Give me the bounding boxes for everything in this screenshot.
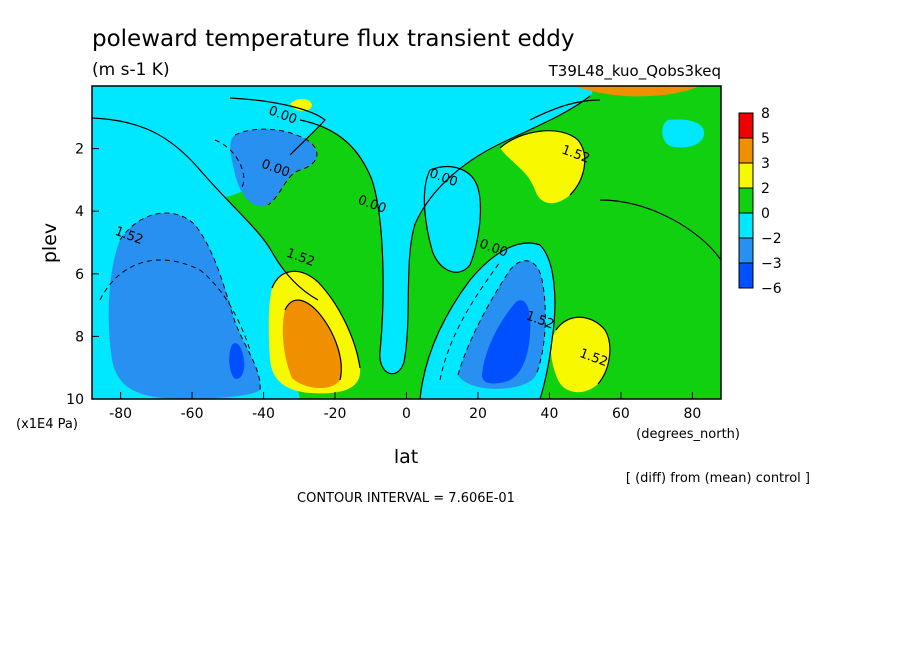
contour-line (555, 316, 611, 385)
region-neg-south-top (92, 86, 325, 245)
contour-interval: CONTOUR INTERVAL = 7.606E-01 (297, 491, 515, 506)
y-tick-label: 2 (75, 142, 84, 158)
colorbar-legend: 8 5 3 2 0 −2 −3 −6 (738, 106, 782, 297)
contour-line (271, 270, 361, 369)
y-axis: 2 4 6 8 10 (66, 142, 99, 408)
region-pos3-top (575, 86, 700, 97)
region-neg2-south (108, 213, 261, 399)
run-name: T39L48_kuo_Qobs3keq (548, 62, 721, 81)
region-neg2-south-top (230, 129, 317, 207)
contour-line (529, 99, 601, 121)
legend-level-label: 8 (761, 106, 770, 122)
x-axis-units: (degrees_north) (636, 427, 740, 442)
y-tick-label: 4 (75, 204, 84, 220)
legend-level-label: −6 (761, 281, 782, 297)
contour-line (423, 166, 481, 273)
x-tick-label: 0 (402, 406, 411, 422)
contour-line (229, 97, 326, 156)
region-neg-upper (92, 86, 593, 374)
contour-line-dashed (99, 259, 251, 351)
x-tick-label: -20 (324, 406, 347, 422)
contour-line (92, 117, 319, 301)
contour-line-dashed (457, 260, 546, 376)
contour-line-dashed (214, 139, 245, 191)
contour-line (299, 95, 591, 375)
contour-lines (92, 95, 721, 399)
region-neg3-north (482, 300, 531, 384)
legend-level-label: 0 (761, 206, 770, 222)
x-tick-label: 40 (541, 406, 559, 422)
region-pos2-north (550, 317, 610, 393)
legend-swatch (738, 162, 754, 189)
legend-swatch (738, 262, 754, 289)
x-tick-label: 80 (683, 406, 701, 422)
chart-units: (m s-1 K) (92, 60, 170, 80)
contour-line-dashed (234, 128, 318, 206)
y-tick-label: 6 (75, 267, 84, 283)
x-tick-label: 60 (612, 406, 630, 422)
contour-line (499, 130, 586, 196)
y-axis-units: (x1E4 Pa) (16, 417, 78, 432)
x-tick-label: 20 (469, 406, 487, 422)
legend-level-label: −2 (761, 231, 782, 247)
legend-swatch (738, 187, 754, 214)
region-pos2-small (290, 98, 312, 111)
contour-lines-dashed (99, 128, 546, 391)
region-pos3-south (282, 300, 342, 389)
diff-note: [ (diff) from (mean) control ] (626, 471, 810, 486)
legend-swatch (738, 212, 754, 239)
legend-swatch (738, 137, 754, 164)
contour-line (599, 199, 721, 261)
legend-level-label: 5 (761, 131, 770, 147)
contour-line-dashed (439, 261, 501, 381)
legend-swatch (738, 112, 754, 139)
legend-swatch (738, 237, 754, 264)
contour-line (419, 242, 556, 399)
region-pos2-north-top (500, 130, 585, 204)
y-axis-label: plev (39, 223, 61, 263)
x-axis: -80 -60 -40 -20 0 20 40 60 80 (109, 392, 701, 422)
contour-line-dashed (119, 212, 261, 391)
x-tick-label: -40 (252, 406, 275, 422)
legend-level-label: 2 (761, 181, 770, 197)
contour-line (284, 299, 342, 381)
y-tick-label: 10 (66, 392, 84, 408)
contour-field: 0.000.00 0.000.000.001.521.521.521.521.52 (92, 86, 721, 399)
chart-title: poleward temperature flux transient eddy (92, 26, 574, 52)
x-tick-label: -60 (181, 406, 204, 422)
x-axis-label: lat (394, 446, 418, 468)
region-neg-arctic (662, 119, 705, 148)
x-tick-label: -80 (109, 406, 132, 422)
region-neg3-south (229, 343, 245, 379)
y-tick-label: 8 (75, 329, 84, 345)
legend-level-label: −3 (761, 256, 782, 272)
legend-level-label: 3 (761, 156, 770, 172)
region-neg-tropics (424, 166, 481, 273)
